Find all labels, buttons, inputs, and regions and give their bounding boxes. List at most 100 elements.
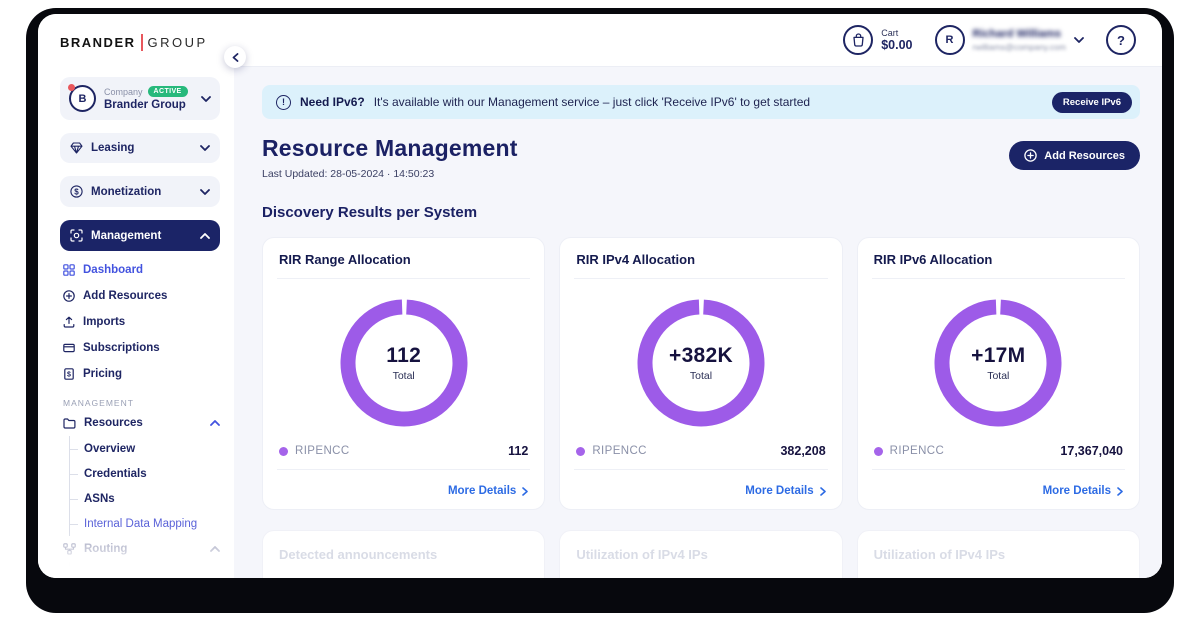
sidebar-item-label: Management	[91, 230, 192, 242]
logo-secondary-text: GROUP	[148, 35, 208, 50]
donut-total-value: +17M	[971, 344, 1025, 368]
chevron-down-icon	[201, 96, 211, 102]
management-menu: Dashboard Add Resources Imports	[60, 257, 220, 387]
sidebar-item-label: Pricing	[83, 368, 122, 380]
section-title: Discovery Results per System	[262, 204, 1140, 221]
price-doc-icon: $	[63, 368, 75, 380]
card-title: RIR Range Allocation	[279, 252, 528, 267]
cart-button[interactable]: Cart $0.00	[843, 25, 912, 55]
sidebar-item-subscriptions[interactable]: Subscriptions	[63, 335, 220, 361]
screenshot-stage: BRANDER GROUP B Company ACTIVE Brander G…	[0, 0, 1200, 623]
divider	[277, 469, 530, 470]
sidebar-subitem-overview[interactable]: Overview	[70, 436, 220, 461]
divider	[872, 469, 1125, 470]
sidebar-item-label: Routing	[84, 543, 127, 555]
card-title: RIR IPv6 Allocation	[874, 252, 1123, 267]
company-name: Brander Group	[104, 99, 193, 111]
sidebar-subitem-internal-data-mapping[interactable]: Internal Data Mapping	[70, 511, 220, 536]
sidebar-item-routing[interactable]: Routing	[60, 536, 220, 562]
content-body: ! Need IPv6? It's available with our Man…	[234, 66, 1162, 578]
help-button[interactable]: ?	[1106, 25, 1136, 55]
brand-logo: BRANDER GROUP	[60, 34, 220, 51]
sidebar-item-add-resources[interactable]: Add Resources	[63, 283, 220, 309]
legend-value: 17,367,040	[1060, 444, 1123, 458]
legend-label: RIPENCC	[592, 445, 647, 457]
legend-label: RIPENCC	[890, 445, 945, 457]
bottom-cards-row: Detected announcements Utilization of IP…	[262, 530, 1140, 578]
receive-ipv6-button[interactable]: Receive IPv6	[1052, 92, 1132, 113]
donut-total-label: Total	[971, 370, 1025, 382]
sidebar-item-resources[interactable]: Resources	[60, 410, 220, 436]
sidebar-subitem-routing-overview[interactable]: Overview	[70, 562, 220, 578]
user-menu[interactable]: R Richard Williams rwilliams@company.com	[935, 25, 1085, 55]
logo-divider	[141, 34, 143, 51]
banner-message: It's available with our Management servi…	[374, 95, 810, 109]
chevron-right-icon	[522, 487, 528, 496]
card-title: Detected announcements	[279, 547, 528, 562]
donut-total-value: +382K	[669, 344, 733, 368]
sidebar-item-dashboard[interactable]: Dashboard	[63, 257, 220, 283]
upload-icon	[63, 316, 75, 328]
sidebar-subitem-asns[interactable]: ASNs	[70, 486, 220, 511]
cart-label: Cart	[881, 28, 912, 38]
gem-icon	[70, 142, 83, 154]
last-updated: Last Updated: 28-05-2024 · 14:50:23	[262, 168, 518, 180]
sidebar: BRANDER GROUP B Company ACTIVE Brander G…	[38, 14, 234, 578]
sidebar-item-leasing[interactable]: Leasing	[60, 133, 220, 163]
more-details-link[interactable]: More Details	[576, 481, 825, 497]
card-detected-announcements: Detected announcements	[262, 530, 545, 578]
add-resources-button[interactable]: Add Resources	[1009, 141, 1140, 170]
folder-icon	[63, 418, 76, 429]
svg-text:$: $	[67, 372, 71, 379]
active-badge: ACTIVE	[148, 86, 188, 97]
legend-value: 112	[508, 444, 528, 458]
chevron-down-icon	[200, 189, 210, 195]
user-avatar: R	[935, 25, 965, 55]
page-header: Resource Management Last Updated: 28-05-…	[262, 135, 1140, 180]
sidebar-item-label: Credentials	[84, 468, 147, 480]
sidebar-item-label: ASNs	[84, 493, 115, 505]
donut-total-label: Total	[386, 370, 421, 382]
more-details-label: More Details	[745, 485, 813, 497]
chevron-down-icon	[200, 145, 210, 151]
sidebar-item-label: Overview	[84, 443, 135, 455]
cart-icon	[843, 25, 873, 55]
sidebar-item-label: Overview	[84, 569, 135, 579]
company-texts: Company ACTIVE Brander Group	[104, 86, 193, 111]
more-details-link[interactable]: More Details	[874, 481, 1123, 497]
legend-dot	[576, 447, 585, 456]
sidebar-item-pricing[interactable]: $ Pricing	[63, 361, 220, 387]
more-details-link[interactable]: More Details	[279, 481, 528, 497]
company-avatar: B	[69, 85, 96, 112]
sidebar-item-imports[interactable]: Imports	[63, 309, 220, 335]
user-email: rwilliams@company.com	[973, 42, 1067, 52]
legend-label: RIPENCC	[295, 445, 350, 457]
card-utilization-ipv4-1: Utilization of IPv4 IPs	[559, 530, 842, 578]
network-icon	[63, 543, 76, 555]
routing-subtree: Overview	[69, 562, 220, 578]
company-avatar-letter: B	[79, 93, 87, 105]
svg-text:$: $	[74, 187, 79, 196]
resources-subtree: Overview Credentials ASNs Internal Data …	[69, 436, 220, 536]
company-label: Company	[104, 87, 143, 97]
chevron-right-icon	[1117, 487, 1123, 496]
card-utilization-ipv4-2: Utilization of IPv4 IPs	[857, 530, 1140, 578]
card-rir-ipv6-allocation: RIR IPv6 Allocation +17M Total	[857, 237, 1140, 510]
plus-circle-icon	[63, 290, 75, 302]
card-title: Utilization of IPv4 IPs	[874, 547, 1123, 562]
sidebar-subitem-credentials[interactable]: Credentials	[70, 461, 220, 486]
sidebar-item-management[interactable]: Management	[60, 220, 220, 251]
dashboard-icon	[63, 264, 75, 276]
chevron-up-icon	[200, 233, 210, 239]
sidebar-collapse-button[interactable]	[224, 46, 246, 68]
sidebar-item-label: Dashboard	[83, 264, 143, 276]
notification-dot	[68, 84, 75, 91]
logo-primary-text: BRANDER	[60, 35, 136, 50]
divider	[277, 278, 530, 279]
plus-circle-icon	[1024, 149, 1037, 162]
card-rir-range-allocation: RIR Range Allocation 112 Total	[262, 237, 545, 510]
company-selector[interactable]: B Company ACTIVE Brander Group	[60, 77, 220, 120]
sidebar-item-monetization[interactable]: $ Monetization	[60, 176, 220, 207]
banner-title: Need IPv6?	[300, 95, 365, 109]
more-details-label: More Details	[1043, 485, 1111, 497]
